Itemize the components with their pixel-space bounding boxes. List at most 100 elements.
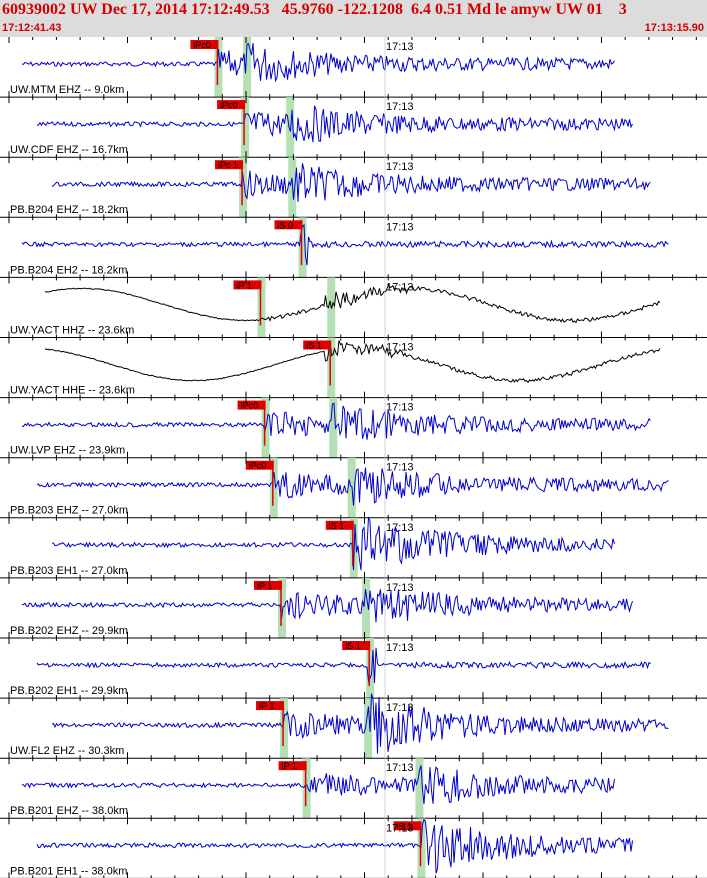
channel-label: UW.MTM EHZ -- 9.0km <box>10 84 124 96</box>
event-title: 60939002 UW Dec 17, 2014 17:12:49.53 45.… <box>2 1 627 18</box>
channel-label: UW.FL2 EHZ -- 30.3km <box>10 745 124 757</box>
pick-box <box>245 460 274 470</box>
pick-box <box>256 701 285 711</box>
pick-label: iS 1 <box>306 341 322 351</box>
pick-box <box>342 641 371 650</box>
trace-line <box>44 283 661 324</box>
s-phase-band <box>286 97 295 158</box>
channel-row: iS 1 17:13 PB.B203 EH1 -- 27.0km <box>0 516 707 579</box>
tick-label: 17:13 <box>386 221 414 233</box>
pick-box <box>215 160 244 170</box>
channel-label: UW.YACT HHZ -- 23.6km <box>10 324 134 336</box>
pick-label: iPc0 <box>249 461 267 471</box>
pick-box <box>217 100 246 110</box>
trace-line <box>21 42 615 83</box>
tick-label: 17:13 <box>386 762 414 774</box>
channel-row: iP 1 17:13 UW.FL2 EHZ -- 30.3km <box>0 693 707 759</box>
channel-label: PB.B204 EH2 -- 18.2km <box>10 264 127 276</box>
p-phase-band <box>241 97 250 158</box>
channel-row: iPc0 17:13 UW.MTM EHZ -- 9.0km <box>0 37 707 98</box>
trace-line <box>36 818 633 874</box>
pick-label: iP 1 <box>259 701 274 711</box>
pick-box <box>278 761 307 771</box>
trace-line <box>51 163 651 202</box>
p-phase-band <box>214 37 223 98</box>
channel-label: PB.B201 EHZ -- 38.0km <box>10 805 128 817</box>
tick-label: 17:13 <box>386 281 414 293</box>
channel-row: iPc0 17:13 PB.B203 EHZ -- 27.0km <box>0 457 707 519</box>
tick-label: 17:13 <box>386 161 414 173</box>
pick-box <box>190 40 219 49</box>
pick-label: iS 1 <box>345 641 361 651</box>
tick-label: 17:13 <box>386 402 414 414</box>
pick-box <box>237 400 266 410</box>
tick-label: 17:13 <box>386 582 414 594</box>
pick-label: iP 1 <box>282 761 297 771</box>
start-time: 17:12:41.43 <box>2 22 62 34</box>
pick-label: iS 0 <box>278 220 294 230</box>
p-phase-band <box>257 277 266 338</box>
channel-row: iPc 1 17:13 PB.B204 EHZ -- 18.2km <box>0 157 707 218</box>
tick-label: 17:13 <box>386 462 414 474</box>
channel-row: iS 0 17:13 PB.B204 EH2 -- 18.2km <box>0 217 707 278</box>
p-phase-band <box>239 157 248 218</box>
pick-label: iS 1 <box>396 821 412 831</box>
p-phase-band <box>298 217 307 278</box>
pick-label: iPc0 <box>193 40 211 50</box>
trace-line <box>21 402 651 440</box>
pick-label: iP 1 <box>236 280 251 290</box>
pick-label: iP 1 <box>257 581 272 591</box>
channel-row: iS 1 17:13 PB.B202 EH1 -- 29.9km <box>0 638 707 699</box>
channel-row: iP 1 17:13 PB.B202 EHZ -- 29.9km <box>0 577 707 639</box>
channel-label: UW.YACT HHE -- 23.6km <box>10 385 135 397</box>
channel-label: PB.B202 EHZ -- 29.9km <box>10 625 128 637</box>
pick-label: iPc 1 <box>218 160 238 170</box>
pick-box <box>233 280 262 290</box>
channel-row: iPc0 17:13 UW.CDF EHZ -- 16.7km <box>0 97 707 158</box>
seismogram-plot: iPc0 17:13 UW.MTM EHZ -- 9.0km iPc0 17:13 UW.… <box>0 37 707 878</box>
channel-label: UW.CDF EHZ -- 16.7km <box>10 144 128 156</box>
header-bar: 60939002 UW Dec 17, 2014 17:12:49.53 45.… <box>0 0 707 37</box>
channel-row: iS 1 17:13 UW.YACT HHE -- 23.6km <box>0 337 707 399</box>
end-time: 17:13:15.90 <box>644 22 704 34</box>
tick-label: 17:13 <box>386 522 414 534</box>
trace-line <box>51 693 669 754</box>
pick-box <box>325 520 354 530</box>
pick-label: iS 1 <box>329 521 345 531</box>
trace-line <box>21 223 669 266</box>
tick-label: 17:13 <box>386 101 414 113</box>
channel-label: PB.B203 EH1 -- 27.0km <box>10 565 127 577</box>
p-phase-band <box>277 577 286 638</box>
tick-label: 17:13 <box>386 822 414 834</box>
s-phase-band <box>362 577 371 638</box>
trace-line <box>21 589 633 623</box>
s-phase-band <box>243 37 252 98</box>
trace-line <box>21 765 615 804</box>
tick-label: 17:13 <box>386 41 414 53</box>
tick-label: 17:13 <box>386 642 414 654</box>
channel-row: iP 1 17:13 PB.B201 EHZ -- 38.0km <box>0 758 707 819</box>
channel-row: iP 1 17:13 UW.YACT HHZ -- 23.6km <box>0 277 707 338</box>
pick-box <box>253 580 282 590</box>
channel-label: PB.B204 EHZ -- 18.2km <box>10 204 128 216</box>
trace-line <box>36 467 669 506</box>
p-phase-band <box>417 818 426 878</box>
channel-row: iPc0 17:13 UW.LVP EHZ -- 23.9km <box>0 397 707 459</box>
pick-box <box>303 340 332 350</box>
pick-box <box>393 821 422 831</box>
p-phase-band <box>327 337 336 398</box>
pick-box <box>274 220 303 230</box>
channel-label: PB.B201 EH1 -- 38.0km <box>10 865 127 877</box>
channel-row: iS 117:13 PB.B201 EH1 -- 38.0km <box>0 818 707 878</box>
p-phase-band <box>280 698 289 759</box>
p-phase-band <box>269 457 278 518</box>
s-phase-band <box>364 698 373 759</box>
pick-label: iPc0 <box>241 401 259 411</box>
p-phase-band <box>366 638 375 699</box>
pick-label: iPc0 <box>220 100 238 110</box>
s-phase-band <box>415 758 424 819</box>
channel-label: UW.LVP EHZ -- 23.9km <box>10 445 125 457</box>
trace-line <box>36 647 651 683</box>
trace-line <box>44 340 661 384</box>
channel-label: PB.B203 EHZ -- 27.0km <box>10 505 128 517</box>
